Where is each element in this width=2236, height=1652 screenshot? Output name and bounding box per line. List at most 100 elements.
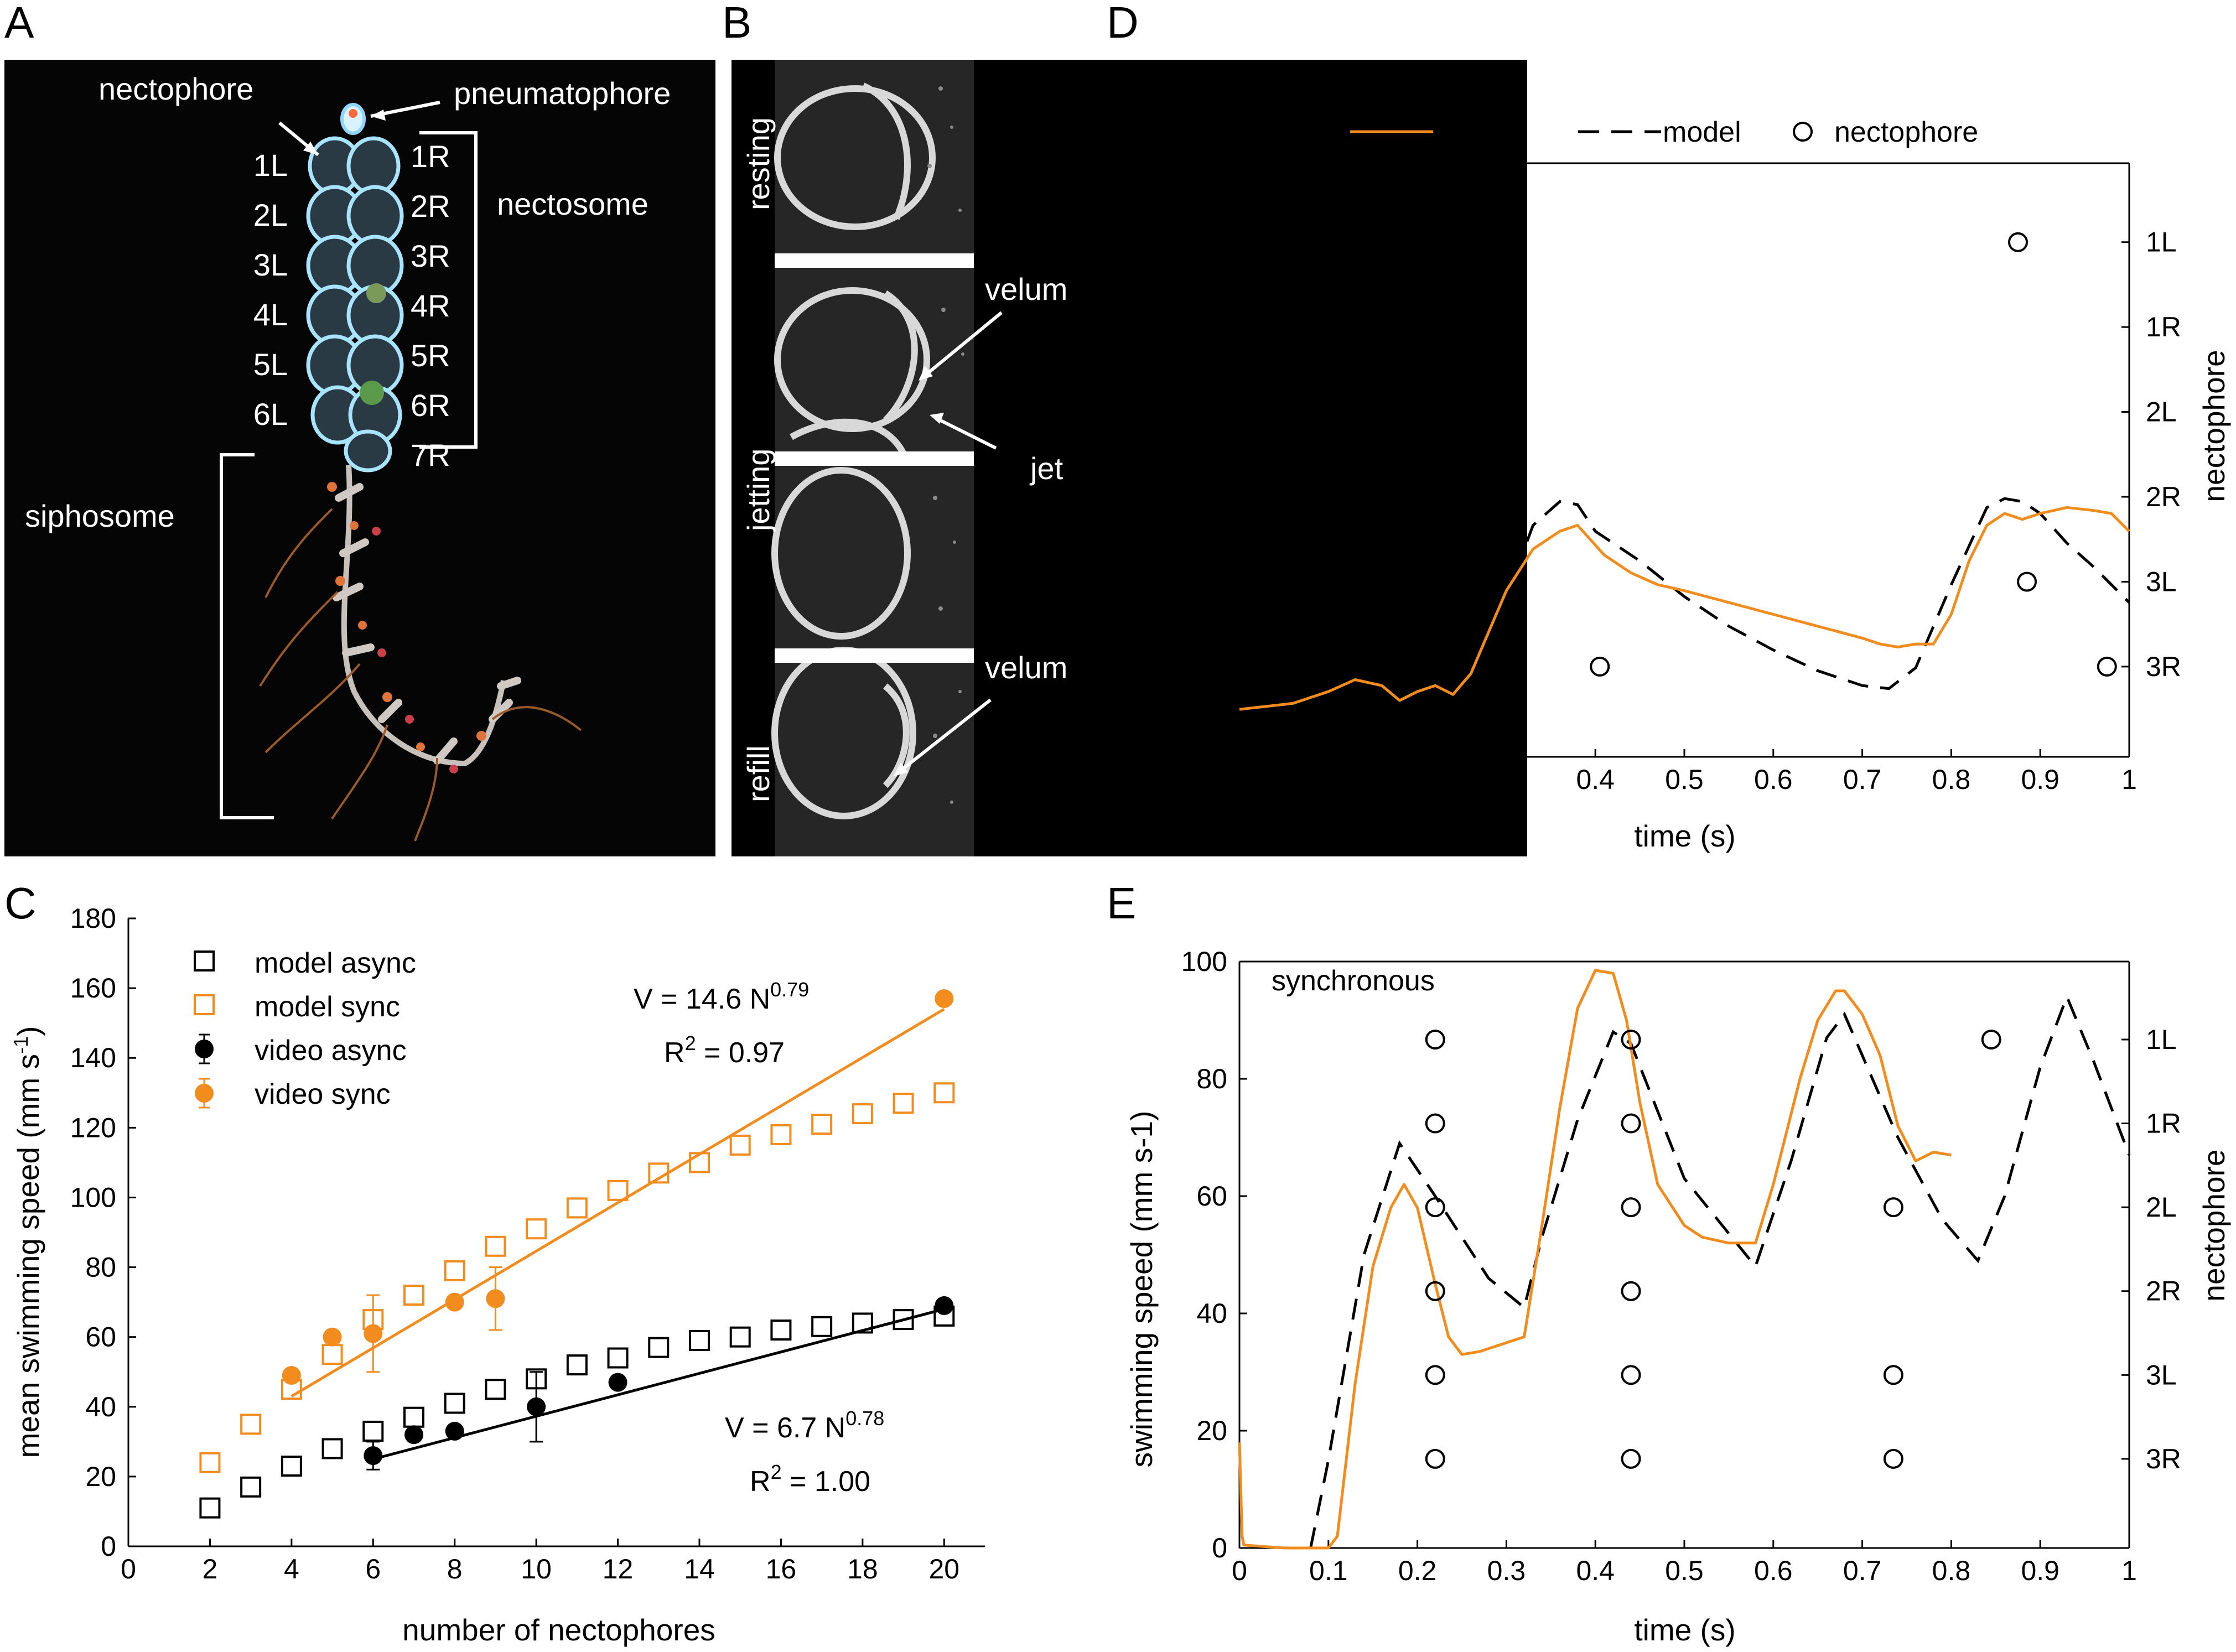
panel-c-xlabel: number of nectophores	[402, 1613, 715, 1647]
unit-label-4r: 4R	[411, 288, 450, 323]
panel-d-data	[1238, 232, 2130, 711]
d-xtick-label: 0.4	[1576, 764, 1615, 795]
point-video-async	[404, 1425, 423, 1445]
e-xtick-label: 0	[1232, 1555, 1247, 1586]
unit-label-4l: 4L	[253, 297, 288, 332]
point-model-async	[240, 1476, 262, 1498]
e-nectophore-event-1l	[1621, 1029, 1641, 1050]
d-ytick-label: 20	[1196, 622, 1227, 653]
d-nectophore-event-3r	[2097, 656, 2117, 677]
panel-d-annotation: asynchronous	[1255, 167, 1434, 199]
d-video-line	[1239, 506, 2130, 711]
panel-b-particles	[927, 86, 964, 804]
point-video-sync	[323, 1327, 342, 1347]
c-xtick-label: 6	[365, 1554, 381, 1585]
e-nectophore-event-3r	[1425, 1448, 1445, 1469]
label-jet: jet	[1029, 451, 1063, 486]
point-model-async	[444, 1393, 465, 1414]
panel-b-row-dividers	[775, 253, 974, 663]
legend-label-nectophore: nectophore	[1834, 116, 1978, 148]
panel-c-equations: V = 14.6 N0.79 R2 = 0.97 V = 6.7 N0.78 R…	[634, 978, 884, 1498]
d-xtick-label: 1	[2121, 764, 2137, 795]
row-label-resting: resting	[741, 117, 776, 210]
c-xtick-label: 18	[847, 1554, 878, 1585]
d-ytick-label: 100	[1181, 148, 1227, 179]
point-model-async	[770, 1319, 792, 1341]
panel-c: C mean swimming speed (mm s-1) number of…	[4, 879, 985, 1647]
c-ytick-label: 0	[101, 1531, 116, 1562]
point-video-sync	[486, 1289, 505, 1308]
point-model-sync	[729, 1134, 751, 1156]
d-nectophore-event-3l	[2017, 572, 2037, 592]
d-right-tick-label: 2L	[2146, 397, 2177, 428]
point-model-sync	[893, 1093, 914, 1114]
point-model-sync	[811, 1114, 833, 1135]
unit-label-3l: 3L	[253, 247, 288, 282]
panel-b: B resting jetting refill	[722, 0, 1527, 856]
c-xtick-label: 4	[284, 1554, 299, 1585]
siphonophore-illustration	[259, 103, 582, 841]
c-xtick-label: 20	[928, 1554, 959, 1585]
legend-label-model-async: model async	[255, 947, 416, 979]
nectophore-unit-labels: 1L 2L 3L 4L 5L 6L 1R 2R 3R 4R 5R 6R 7R	[253, 139, 450, 472]
e-nectophore-event-2l	[1621, 1197, 1641, 1218]
e-nectophore-event-3l	[1425, 1365, 1445, 1385]
point-model-async	[811, 1316, 833, 1337]
unit-label-7r: 7R	[411, 438, 450, 472]
panel-label-e: E	[1107, 879, 1136, 928]
point-model-sync	[199, 1452, 221, 1473]
sync-fit-r2: R2 = 0.97	[664, 1032, 785, 1069]
e-ytick-label: 0	[1212, 1532, 1227, 1563]
c-ytick-label: 100	[70, 1182, 116, 1213]
panel-e-xlabel: time (s)	[1634, 1613, 1735, 1647]
e-nectophore-event-3l	[1883, 1365, 1903, 1385]
point-model-sync	[689, 1152, 710, 1173]
panel-e: E swimming speed (mm s-1) nectophore tim…	[1107, 879, 2231, 1647]
point-model-async	[321, 1438, 343, 1459]
panel-label-a: A	[4, 0, 34, 47]
point-model-sync	[444, 1260, 465, 1281]
legend-label-video-async: video async	[255, 1035, 407, 1067]
point-model-async	[566, 1354, 588, 1376]
point-model-async	[729, 1326, 751, 1348]
unit-label-2r: 2R	[411, 189, 450, 224]
point-model-async	[607, 1347, 629, 1369]
e-right-tick-label: 2R	[2146, 1276, 2181, 1307]
point-model-sync	[321, 1344, 343, 1365]
panel-d-ylabel: swimming speed (mm s-1)	[1124, 314, 1159, 671]
point-model-async	[199, 1497, 221, 1519]
e-nectophore-event-1l	[1425, 1029, 1445, 1050]
row-label-refill: refill	[741, 745, 776, 802]
e-xtick-label: 0.5	[1665, 1555, 1704, 1586]
d-xtick-label: 0.7	[1843, 764, 1882, 795]
point-model-sync	[566, 1197, 588, 1219]
legend-label-model-sync: model sync	[255, 991, 400, 1023]
panel-label-b: B	[722, 0, 751, 47]
e-xtick-label: 0.4	[1576, 1555, 1615, 1586]
panel-label-d: D	[1107, 0, 1139, 47]
point-model-sync	[526, 1218, 547, 1240]
panel-d-xlabel: time (s)	[1634, 819, 1735, 853]
point-model-sync	[933, 1082, 955, 1104]
point-video-sync	[445, 1292, 464, 1312]
panel-b-arrows	[898, 311, 1003, 773]
d-right-tick-label: 3R	[2146, 651, 2181, 682]
point-model-async	[689, 1329, 710, 1351]
async-fit-equation: V = 6.7 N0.78	[725, 1407, 884, 1444]
d-nectophore-event-1r	[1381, 317, 1401, 337]
c-xtick-label: 16	[766, 1554, 797, 1585]
d-right-tick-label: 1L	[2146, 227, 2177, 258]
point-video-async	[445, 1421, 464, 1441]
c-ytick-label: 80	[85, 1252, 116, 1283]
panel-a: A	[4, 0, 715, 856]
c-ytick-label: 140	[70, 1042, 116, 1073]
e-right-tick-label: 3L	[2146, 1359, 2177, 1390]
point-video-async	[608, 1373, 627, 1392]
sync-fit-equation: V = 14.6 N0.79	[634, 978, 809, 1015]
e-nectophore-event-3r	[1621, 1448, 1641, 1469]
e-ytick-label: 60	[1196, 1181, 1227, 1212]
panel-e-ylabel: swimming speed (mm s-1)	[1124, 1111, 1159, 1468]
d-nectophore-event-2l	[1492, 402, 1512, 422]
e-xtick-label: 1	[2121, 1555, 2137, 1586]
label-velum-1: velum	[985, 272, 1067, 306]
